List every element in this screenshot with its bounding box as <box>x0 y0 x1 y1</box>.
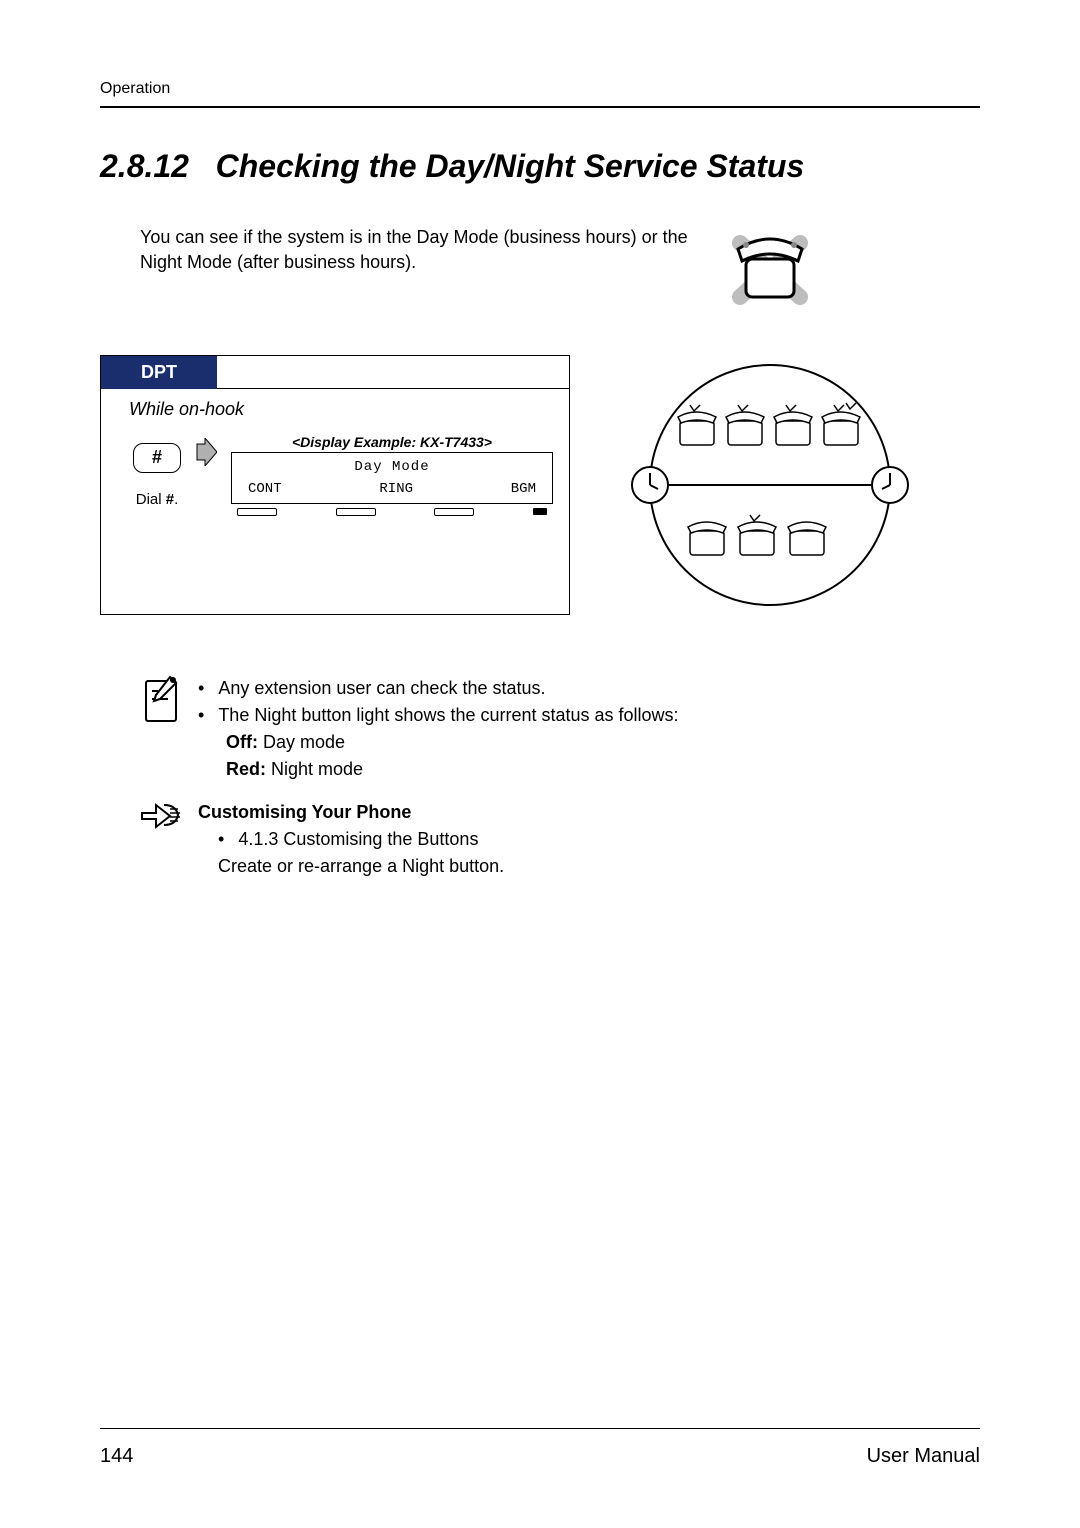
footer-rule <box>100 1428 980 1429</box>
lcd-label-cont: CONT <box>248 481 282 497</box>
dpt-tab: DPT <box>101 356 217 389</box>
customise-heading: Customising Your Phone <box>198 799 504 826</box>
day-night-diagram-icon <box>610 355 930 615</box>
red-text: Night mode <box>266 759 363 779</box>
note-item: Any extension user can check the status. <box>198 675 679 702</box>
softkey <box>237 508 277 516</box>
softkey-small <box>533 508 547 515</box>
softkey-row <box>231 504 553 516</box>
lcd-label-bgm: BGM <box>511 481 536 497</box>
arrow-right-icon <box>195 438 217 466</box>
red-label: Red: <box>226 759 266 779</box>
notes-text: Any extension user can check the status.… <box>198 675 679 783</box>
intro-text: You can see if the system is in the Day … <box>140 225 700 275</box>
note-item: The Night button light shows the current… <box>198 702 679 729</box>
page-number: 144 <box>100 1445 133 1468</box>
hash-key: # <box>133 443 181 473</box>
customise-ref: 4.1.3 Customising the ButtonsCreate or r… <box>218 826 504 880</box>
display-title: <Display Example: KX-T7433> <box>231 434 553 450</box>
customise-desc: Create or re-arrange a Night button. <box>218 856 504 876</box>
manual-label: User Manual <box>867 1445 980 1468</box>
lcd-line1: Day Mode <box>240 459 544 475</box>
softkey <box>336 508 376 516</box>
off-text: Day mode <box>258 732 345 752</box>
lcd-label-ring: RING <box>379 481 413 497</box>
pointer-icon <box>140 799 182 833</box>
off-label: Off: <box>226 732 258 752</box>
header-label: Operation <box>100 80 980 98</box>
dial-label: Dial #. <box>136 491 179 508</box>
note-icon <box>140 675 182 729</box>
section-number: 2.8.12 <box>100 148 189 184</box>
dpt-subtitle: While on-hook <box>101 389 569 434</box>
softkey <box>434 508 474 516</box>
section-title-text: Checking the Day/Night Service Status <box>216 148 805 184</box>
header-rule <box>100 106 980 108</box>
customise-text: Customising Your Phone 4.1.3 Customising… <box>198 799 504 880</box>
display-example: <Display Example: KX-T7433> Day Mode CON… <box>231 434 553 516</box>
dpt-procedure-box: DPT While on-hook # Dial #. <Display Exa… <box>100 355 570 615</box>
section-title: 2.8.12 Checking the Day/Night Service St… <box>100 148 980 185</box>
phone-crossed-icon <box>720 225 820 315</box>
